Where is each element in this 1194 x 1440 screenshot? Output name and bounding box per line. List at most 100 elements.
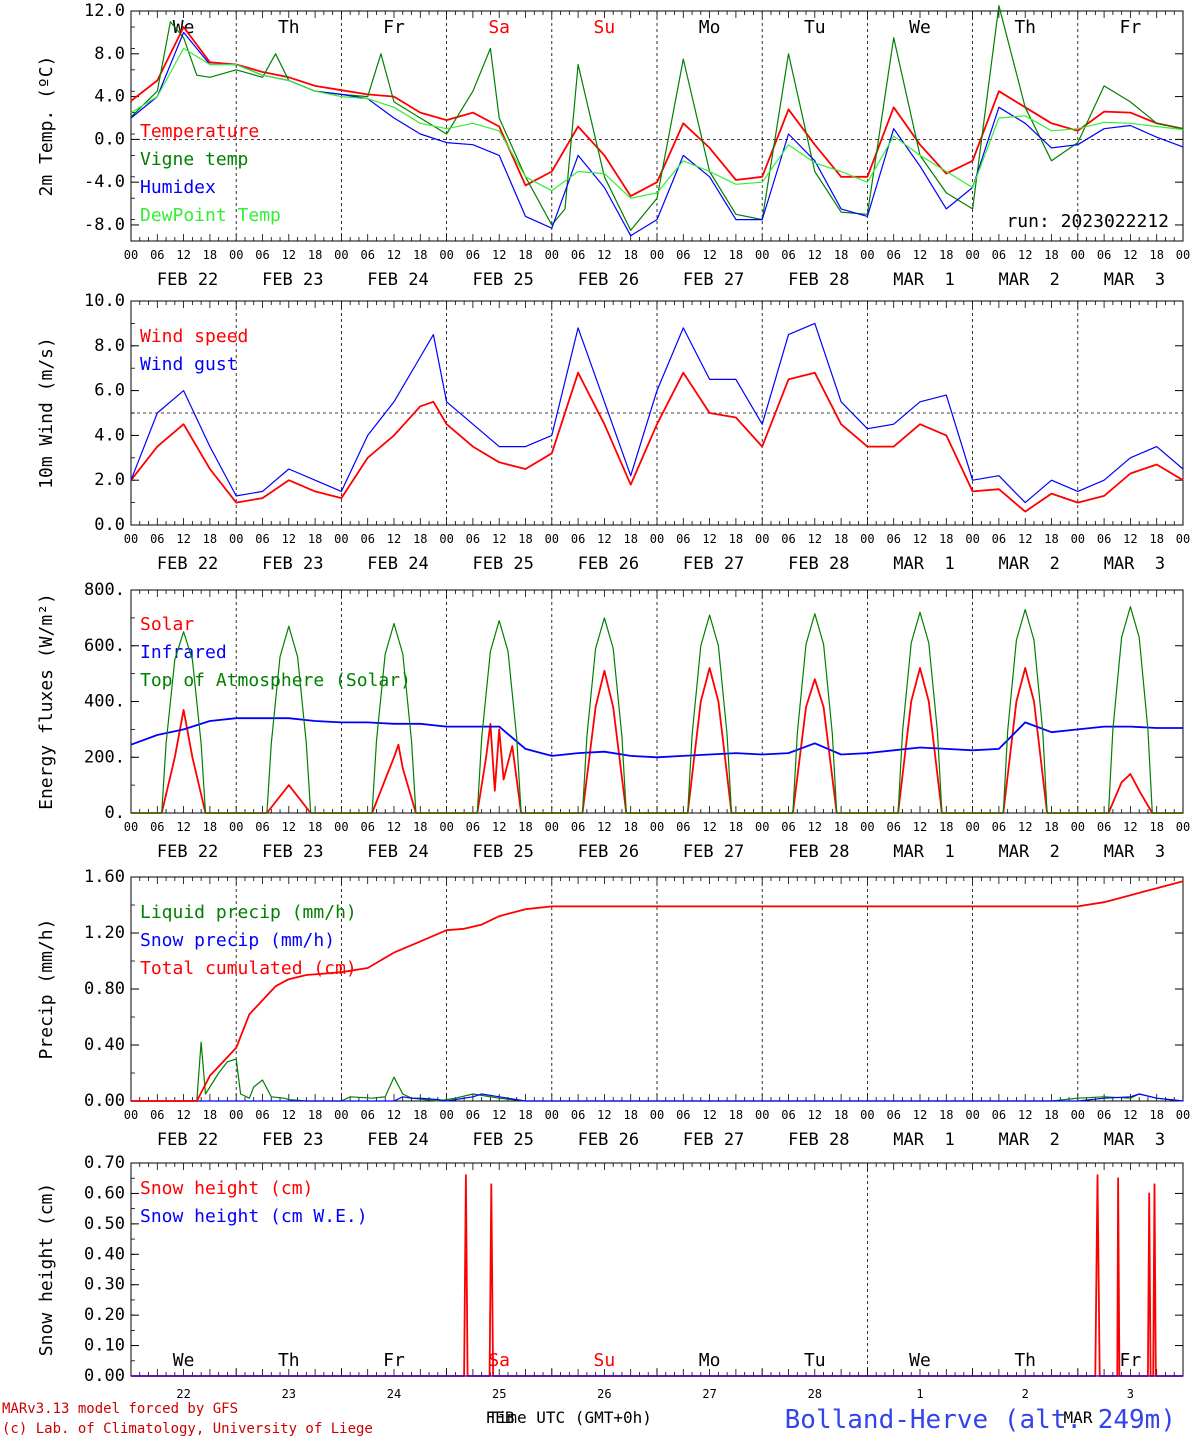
- hour-tick-label: 06: [571, 532, 585, 546]
- legend-entry: DewPoint Temp: [140, 205, 281, 226]
- credit-line-1: MARv3.13 model forced by GFS: [2, 1401, 238, 1417]
- hour-tick-label: 12: [282, 820, 296, 834]
- date-label: FEB 22: [157, 270, 218, 290]
- weekday-label: Tu: [804, 1350, 826, 1371]
- hour-tick-label: 06: [676, 532, 690, 546]
- hour-tick-label: 06: [360, 1108, 374, 1122]
- hour-tick-label: 18: [834, 532, 848, 546]
- hour-tick-label: 12: [913, 248, 927, 262]
- hour-tick-label: 06: [676, 1108, 690, 1122]
- hour-tick-label: 06: [466, 1108, 480, 1122]
- hour-tick-label: 06: [886, 532, 900, 546]
- hour-tick-label: 06: [886, 248, 900, 262]
- hour-tick-label: 00: [965, 820, 979, 834]
- hour-tick-label: 06: [781, 1108, 795, 1122]
- hour-tick-label: 06: [150, 248, 164, 262]
- hour-tick-label: 06: [1097, 532, 1111, 546]
- hour-tick-label: 06: [1097, 248, 1111, 262]
- legend-entry: Snow height (cm): [140, 1178, 313, 1199]
- y-tick-label: 0.30: [84, 1275, 125, 1295]
- legend-entry: Wind speed: [140, 326, 248, 347]
- weekday-label: Su: [594, 1350, 616, 1371]
- y-tick-label: 600.: [84, 636, 125, 656]
- hour-tick-label: 06: [781, 532, 795, 546]
- day-number-label: 27: [702, 1387, 716, 1401]
- hour-tick-label: 12: [597, 1108, 611, 1122]
- series-line-1: [130, 26, 1184, 198]
- hour-tick-label: 12: [282, 248, 296, 262]
- y-tick-label: -8.0: [84, 215, 125, 235]
- hour-tick-label: 18: [1044, 820, 1058, 834]
- date-label: FEB 27: [683, 842, 744, 862]
- date-label: MAR 2: [998, 554, 1059, 574]
- hour-tick-label: 18: [413, 532, 427, 546]
- weekday-label: Th: [278, 1350, 300, 1371]
- hour-tick-label: 00: [334, 532, 348, 546]
- hour-tick-label: 06: [992, 1108, 1006, 1122]
- hour-tick-label: 00: [1176, 1108, 1190, 1122]
- series-line-1: [130, 371, 1184, 513]
- hour-tick-label: 12: [702, 820, 716, 834]
- y-tick-label: 400.: [84, 692, 125, 712]
- hour-tick-label: 12: [492, 1108, 506, 1122]
- hour-tick-label: 06: [571, 820, 585, 834]
- y-tick-label: 0.80: [84, 979, 125, 999]
- date-label: FEB 25: [472, 842, 533, 862]
- hour-tick-label: 12: [1018, 1108, 1032, 1122]
- hour-tick-label: 12: [702, 532, 716, 546]
- weekday-label: Fr: [1120, 17, 1142, 38]
- hour-tick-label: 12: [597, 248, 611, 262]
- hour-tick-label: 18: [203, 248, 217, 262]
- hour-tick-label: 12: [282, 1108, 296, 1122]
- station-title: Bolland-Herve (alt. 249m): [785, 1405, 1176, 1435]
- series-line-3: [131, 606, 1183, 814]
- hour-tick-label: 12: [492, 248, 506, 262]
- hour-tick-label: 06: [255, 532, 269, 546]
- series-line-2: [131, 1093, 1184, 1102]
- hour-tick-label: 06: [255, 820, 269, 834]
- hour-tick-label: 00: [229, 820, 243, 834]
- series-line-1: [131, 667, 1183, 814]
- y-tick-label: 800.: [84, 580, 125, 600]
- date-label: FEB 23: [262, 842, 323, 862]
- hour-tick-label: 18: [1149, 248, 1163, 262]
- date-label: FEB 24: [367, 554, 428, 574]
- hour-tick-label: 18: [834, 1108, 848, 1122]
- day-number-label: 3: [1127, 1387, 1134, 1401]
- plot-frame: [130, 589, 1184, 814]
- y-tick-label: 0.0: [94, 515, 125, 535]
- hour-tick-label: 06: [1097, 820, 1111, 834]
- hour-tick-label: 00: [1071, 1108, 1085, 1122]
- hour-tick-label: 06: [571, 1108, 585, 1122]
- hour-tick-label: 06: [150, 820, 164, 834]
- hour-tick-label: 12: [387, 532, 401, 546]
- hour-tick-label: 12: [387, 820, 401, 834]
- hour-tick-label: 12: [176, 820, 190, 834]
- hour-tick-label: 18: [203, 532, 217, 546]
- hour-tick-label: 18: [308, 248, 322, 262]
- hour-tick-label: 00: [1176, 532, 1190, 546]
- weekday-label: We: [909, 1350, 931, 1371]
- y-tick-label: 0.60: [84, 1183, 125, 1203]
- hour-tick-label: 18: [1149, 1108, 1163, 1122]
- hour-tick-label: 00: [1071, 820, 1085, 834]
- date-label: MAR 1: [893, 270, 954, 290]
- hour-tick-label: 06: [992, 532, 1006, 546]
- hour-tick-label: 12: [176, 1108, 190, 1122]
- hour-tick-label: 00: [124, 1108, 138, 1122]
- hour-tick-label: 18: [834, 820, 848, 834]
- hour-tick-label: 00: [334, 1108, 348, 1122]
- hour-tick-label: 18: [623, 248, 637, 262]
- weekday-label: Fr: [383, 17, 405, 38]
- hour-tick-label: 18: [729, 1108, 743, 1122]
- hour-tick-label: 06: [466, 248, 480, 262]
- hour-tick-label: 18: [939, 248, 953, 262]
- hour-tick-label: 18: [1149, 820, 1163, 834]
- hour-tick-label: 12: [597, 820, 611, 834]
- date-label: FEB 22: [157, 554, 218, 574]
- hour-tick-label: 12: [808, 248, 822, 262]
- date-label: MAR 1: [893, 842, 954, 862]
- weekday-label: Su: [594, 17, 616, 38]
- date-label: FEB 26: [578, 270, 639, 290]
- y-tick-label: 6.0: [94, 381, 125, 401]
